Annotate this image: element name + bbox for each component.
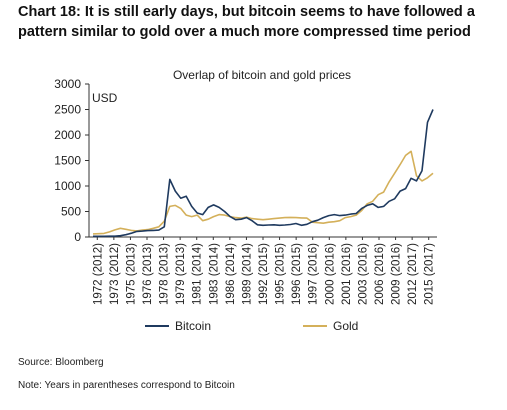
series-layer <box>92 109 434 238</box>
y-tick-label: 1000 <box>54 179 81 193</box>
x-axis: 1972 (2012) 1973 (2012) 1975 (2013) 1976 (2… <box>89 236 437 305</box>
x-tick-label: 1973 (2012) <box>109 243 121 305</box>
source-note: Source: Bloomberg <box>18 357 104 368</box>
y-tick-label: 500 <box>61 205 81 219</box>
x-tick-label: 1983 (2014) <box>208 243 220 305</box>
y-axis: 0 500 1000 1500 2000 2500 3000 <box>54 77 90 244</box>
x-tick-label: 1986 (2014) <box>225 243 237 305</box>
x-tick-label: 1996 (2015) <box>291 243 303 305</box>
x-tick-label: 2012 (2017) <box>407 243 419 305</box>
legend: Bitcoin Gold <box>145 319 358 333</box>
x-tick-label: 2000 (2016) <box>324 243 336 305</box>
x-tick-label: 2009 (2016) <box>391 243 403 305</box>
x-tick-label: 2003 (2016) <box>357 243 369 305</box>
chart-title: Overlap of bitcoin and gold prices <box>173 68 351 82</box>
legend-label-gold: Gold <box>333 319 358 333</box>
x-tick-label: 1995 (2015) <box>275 243 287 305</box>
y-tick-label: 2500 <box>54 103 81 117</box>
legend-label-bitcoin: Bitcoin <box>175 319 211 333</box>
x-tick-label: 2001 (2016) <box>341 243 353 305</box>
x-tick-label: 1997 (2016) <box>308 243 320 305</box>
x-tick-label: 1975 (2013) <box>125 243 137 305</box>
y-tick-label: 0 <box>74 230 81 244</box>
unit-label: USD <box>92 91 118 105</box>
x-tick-label: 2006 (2016) <box>374 243 386 305</box>
x-tick-label: 1981 (2014) <box>192 243 204 305</box>
y-tick-label: 1500 <box>54 154 81 168</box>
series-line-gold <box>92 150 434 235</box>
chart-heading-line-1: Chart 18: It is still early days, but bi… <box>18 4 475 20</box>
y-tick-label: 2000 <box>54 128 81 142</box>
x-tick-label: 2015 (2017) <box>424 243 436 305</box>
chart-heading-line-2: pattern similar to gold over a much more… <box>18 24 471 40</box>
footnote: Note: Years in parentheses correspond to… <box>18 380 235 391</box>
x-tick-label: 1992 (2015) <box>258 243 270 305</box>
x-tick-label: 1989 (2014) <box>241 243 253 305</box>
series-line-bitcoin <box>93 109 434 238</box>
y-tick-label: 3000 <box>54 77 81 91</box>
chart-heading: Chart 18: It is still early days, but bi… <box>18 2 498 42</box>
x-tick-label: 1972 (2012) <box>92 243 104 305</box>
x-tick-label: 1978 (2013) <box>159 243 171 305</box>
x-tick-label: 1976 (2013) <box>142 243 154 305</box>
x-tick-label: 1979 (2013) <box>175 243 187 305</box>
